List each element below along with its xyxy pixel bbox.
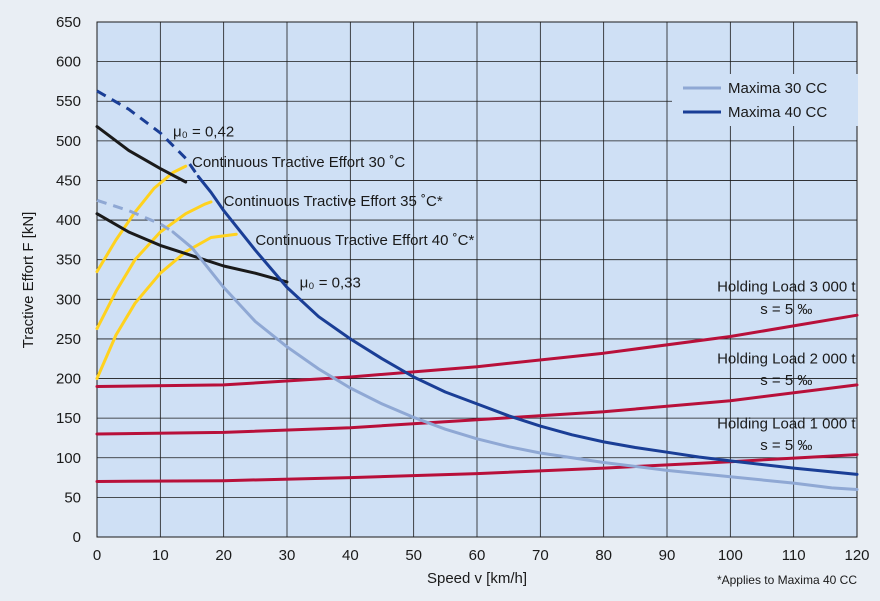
annotation-cte30: Continuous Tractive Effort 30 ˚C <box>192 154 405 171</box>
y-tick-label: 100 <box>56 450 81 467</box>
series-maxima-30-cc-dashed <box>96 198 174 234</box>
y-axis-label: Tractive Effort F [kN] <box>20 212 37 349</box>
x-tick-label: 20 <box>215 547 232 564</box>
y-tick-label: 350 <box>56 252 81 269</box>
y-tick-label: 150 <box>56 410 81 427</box>
series-holding-3000 <box>95 313 859 388</box>
x-tick-label: 80 <box>595 547 612 564</box>
x-tick-label: 0 <box>93 547 101 564</box>
y-tick-label: 450 <box>56 172 81 189</box>
y-tick-label: 600 <box>56 54 81 71</box>
x-tick-labels: 0 10 20 30 40 50 60 70 80 90 100 110 120 <box>93 547 870 564</box>
y-tick-label: 400 <box>56 212 81 229</box>
legend-box <box>672 74 858 126</box>
x-tick-label: 120 <box>844 547 869 564</box>
y-tick-label: 550 <box>56 93 81 110</box>
series-continuous-30 <box>95 164 188 274</box>
legend-label-maxima-30: Maxima 30 CC <box>728 80 827 97</box>
series-continuous-40 <box>95 232 238 380</box>
series-adhesion-0-33 <box>95 212 289 284</box>
series-adhesion-0-42 <box>95 125 188 184</box>
legend-label-maxima-40: Maxima 40 CC <box>728 104 827 121</box>
y-tick-labels: 0 50 100 150 200 250 300 350 400 450 500 550 600 650 <box>56 14 81 546</box>
x-tick-label: 30 <box>279 547 296 564</box>
footnote: *Applies to Maxima 40 CC <box>717 573 857 587</box>
series-continuous-35 <box>95 200 213 331</box>
x-tick-label: 40 <box>342 547 359 564</box>
legend: Maxima 30 CC Maxima 40 CC <box>672 74 858 126</box>
y-tick-label: 200 <box>56 371 81 388</box>
annotation-hl3000b: s = 5 ‰ <box>760 301 812 318</box>
y-tick-label: 250 <box>56 331 81 348</box>
annotation-hl2000b: s = 5 ‰ <box>760 372 812 389</box>
x-tick-label: 10 <box>152 547 169 564</box>
annotation-hl2000a: Holding Load 2 000 t <box>717 351 856 368</box>
y-tick-label: 650 <box>56 14 81 31</box>
annotation-hl1000a: Holding Load 1 000 t <box>717 416 856 433</box>
y-tick-label: 500 <box>56 133 81 150</box>
annotation-hl3000a: Holding Load 3 000 t <box>717 279 856 296</box>
series-maxima-30-cc <box>171 230 859 491</box>
y-tick-label: 50 <box>64 489 81 506</box>
x-tick-label: 90 <box>659 547 676 564</box>
x-tick-label: 100 <box>718 547 743 564</box>
annotation-cte40: Continuous Tractive Effort 40 ˚C* <box>255 232 474 249</box>
plot-border <box>96 21 858 538</box>
annotation-hl1000b: s = 5 ‰ <box>760 437 812 454</box>
annotation-mu042: μ₀ = 0,42 <box>173 123 234 140</box>
x-tick-label: 50 <box>405 547 422 564</box>
annotation-cte35: Continuous Tractive Effort 35 ˚C* <box>224 193 443 210</box>
x-tick-label: 60 <box>469 547 486 564</box>
series-layer <box>95 89 859 491</box>
y-tick-label: 300 <box>56 291 81 308</box>
series-maxima-40-cc-dashed <box>96 89 200 178</box>
series-maxima-40-cc <box>196 175 859 476</box>
x-tick-label: 70 <box>532 547 549 564</box>
x-axis-label: Speed v [km/h] <box>427 570 527 587</box>
grid-lines <box>96 21 858 538</box>
y-tick-label: 0 <box>73 529 81 546</box>
annotation-mu033: μ₀ = 0,33 <box>300 275 361 292</box>
x-tick-label: 110 <box>782 547 806 564</box>
annotations: μ₀ = 0,42 Continuous Tractive Effort 30 ˚… <box>173 123 856 454</box>
series-holding-2000 <box>95 383 859 436</box>
